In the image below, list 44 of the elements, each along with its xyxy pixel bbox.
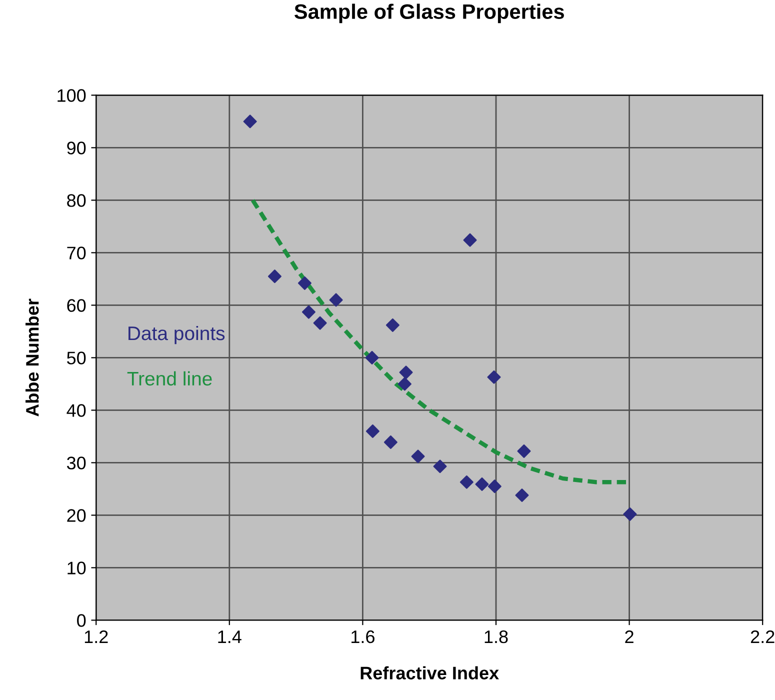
y-tick-label: 50 xyxy=(67,352,86,364)
point xyxy=(517,444,531,458)
point xyxy=(475,477,489,491)
text: Data points xyxy=(128,326,225,344)
y-tick-label: 70 xyxy=(67,246,86,260)
point xyxy=(399,366,413,380)
y-tick-label: 30 xyxy=(66,456,86,470)
x-tick-label: 1.6 xyxy=(352,630,374,644)
y-tick-label: 90 xyxy=(67,142,86,154)
text: Trend line xyxy=(127,371,212,386)
x-tick-label: 1.4 xyxy=(218,630,242,644)
y-tick-label: 10 xyxy=(68,562,86,574)
y-tick-label: 20 xyxy=(67,509,86,522)
point xyxy=(268,270,282,284)
point xyxy=(384,435,398,449)
point xyxy=(298,276,312,290)
y-tick-label: 0 xyxy=(77,614,86,627)
point xyxy=(487,370,501,384)
x-axis-title: Refractive Index xyxy=(360,666,499,680)
point xyxy=(313,316,327,330)
x-tick-label: 1.8 xyxy=(484,630,508,644)
y-tick-label: 60 xyxy=(67,299,86,312)
point xyxy=(515,488,529,502)
point xyxy=(623,507,637,521)
point xyxy=(488,480,502,494)
x-tick-label: 2.2 xyxy=(750,630,774,644)
y-axis-title: Abbe Number xyxy=(26,298,39,416)
point xyxy=(433,460,447,474)
point xyxy=(366,424,380,438)
y-tick-label: 100 xyxy=(58,89,86,102)
point xyxy=(302,305,316,319)
point xyxy=(365,350,379,364)
point xyxy=(411,450,425,464)
x-tick-label: 2 xyxy=(625,630,634,644)
y-tick-label: 80 xyxy=(67,194,86,207)
point xyxy=(243,114,257,128)
point xyxy=(386,318,400,332)
point xyxy=(329,293,343,307)
x-tick-label: 1.2 xyxy=(84,630,108,644)
chart-title: Sample of Glass Properties xyxy=(294,4,564,24)
point xyxy=(398,377,412,391)
point xyxy=(463,233,477,247)
point xyxy=(460,475,474,489)
y-tick-label: 40 xyxy=(66,404,86,417)
